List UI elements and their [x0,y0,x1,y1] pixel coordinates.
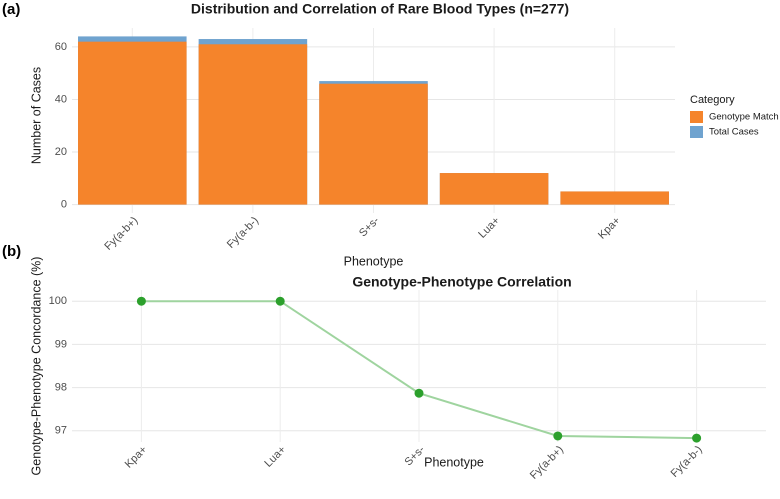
legend-title: Category [690,94,735,106]
point [692,433,702,443]
y-tick-label: 100 [49,295,67,307]
point [414,388,424,398]
chart-title: Genotype-Phenotype Correlation [352,274,571,290]
bar [319,83,428,205]
y-tick-label: 97 [55,425,67,437]
x-tick-label: Fy(a-b-) [225,215,261,251]
legend-label: Total Cases [709,127,759,138]
chart-title: Distribution and Correlation of Rare Blo… [191,1,569,17]
x-axis-title: Phenotype [344,254,404,268]
y-tick-label: 40 [55,93,67,105]
x-axis-title: Phenotype [424,455,484,469]
bar [78,41,187,205]
point [275,296,285,306]
x-tick-label: Kpa+ [596,215,623,242]
x-tick-label: Lua+ [262,444,288,470]
bar [198,44,308,205]
y-tick-label: 98 [55,381,67,393]
y-axis-title: Genotype-Phenotype Concordance (%) [29,257,43,476]
x-tick-label: Fy(a-b-) [669,444,705,480]
legend-swatch [690,111,703,123]
x-tick-label: S+s- [357,214,382,239]
y-tick-label: 0 [61,198,67,210]
point [136,296,146,306]
legend-swatch [690,126,703,138]
y-axis-title: Number of Cases [29,67,43,164]
y-tick-label: 20 [55,146,67,158]
x-tick-label: Fy(a-b+) [102,215,140,253]
y-tick-label: 99 [55,338,67,350]
panel-label: (b) [2,243,21,260]
x-tick-label: Fy(a-b+) [528,444,566,482]
x-tick-label: Kpa+ [123,444,150,471]
point [553,431,563,441]
x-tick-label: Lua+ [476,215,502,241]
bar [439,173,549,205]
legend-label: Genotype Match [709,112,779,123]
panel-label: (a) [2,1,20,18]
bar [560,191,669,205]
y-tick-label: 60 [55,41,67,53]
